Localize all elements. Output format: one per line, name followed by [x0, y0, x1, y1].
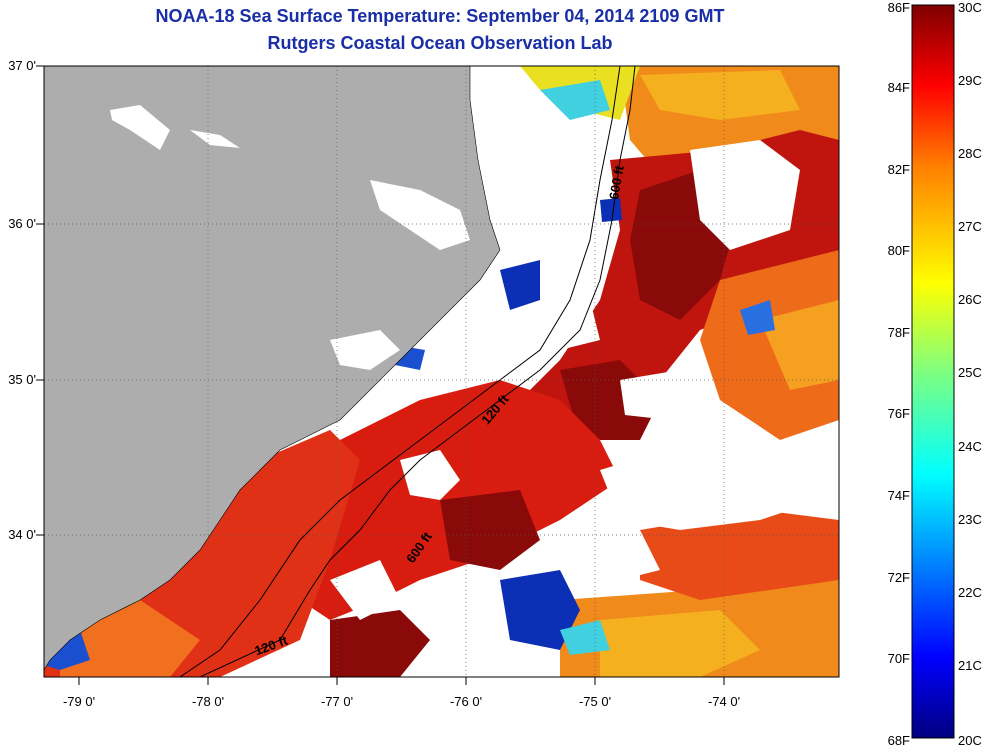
- lon-label: -76 0': [449, 694, 483, 709]
- colorbar-label-f: 86F: [887, 0, 910, 15]
- lat-label: 36 0': [8, 216, 36, 231]
- colorbar-label-f: 84F: [887, 80, 910, 95]
- map-title: NOAA-18 Sea Surface Temperature: Septemb…: [155, 6, 725, 26]
- axis-ticks: [36, 65, 725, 685]
- colorbar-label-f: 80F: [887, 243, 910, 258]
- depth-contour-line: [179, 66, 621, 677]
- colorbar-label-c: 28C: [958, 146, 982, 161]
- lon-label: -74 0': [707, 694, 741, 709]
- lat-label: 37 0': [8, 58, 36, 73]
- colorbar-label-f: 70F: [887, 651, 910, 666]
- lon-label: -78 0': [191, 694, 225, 709]
- colorbar-label-f: 78F: [887, 325, 910, 340]
- colorbar-label-c: 22C: [958, 585, 982, 600]
- map-subtitle: Rutgers Coastal Ocean Observation Lab: [267, 33, 613, 53]
- colorbar-label-c: 29C: [958, 73, 982, 88]
- lat-label: 35 0': [8, 372, 36, 387]
- map-frame: [43, 65, 840, 678]
- colorbar-label-c: 27C: [958, 219, 982, 234]
- colorbar-label-c: 25C: [958, 365, 982, 380]
- colorbar-label-c: 26C: [958, 292, 982, 307]
- graticule: [44, 66, 839, 677]
- colorbar-label-f: 76F: [887, 406, 910, 421]
- lon-label: -79 0': [62, 694, 96, 709]
- colorbar-label-c: 24C: [958, 439, 982, 454]
- lon-label: -77 0': [320, 694, 354, 709]
- colorbar-label-f: 72F: [887, 570, 910, 585]
- lat-label: 34 0': [8, 527, 36, 542]
- depth-contour-line: [199, 66, 636, 677]
- colorbar-label-c: 21C: [958, 658, 982, 673]
- colorbar: [911, 4, 955, 739]
- land: [44, 66, 501, 671]
- colorbar-label-f: 68F: [887, 733, 910, 748]
- lon-label: -75 0': [578, 694, 612, 709]
- colorbar-label-c: 20C: [958, 733, 982, 748]
- colorbar-label-f: 82F: [887, 162, 910, 177]
- colorbar-label-c: 30C: [958, 0, 982, 15]
- colorbar-label-c: 23C: [958, 512, 982, 527]
- colorbar-label-f: 74F: [887, 488, 910, 503]
- cloud-cover: [330, 140, 820, 620]
